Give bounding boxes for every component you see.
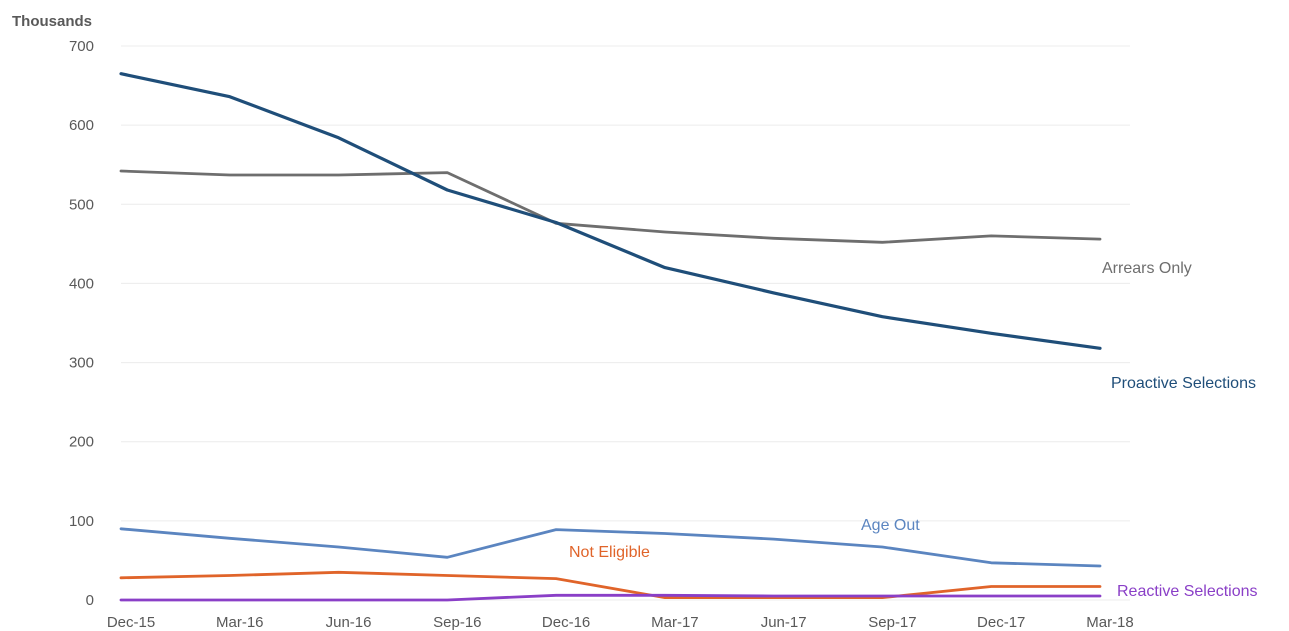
- series-line-not-eligible: [119, 570, 1102, 599]
- series-label-arrears-only: Arrears Only: [1102, 260, 1192, 277]
- series-label-reactive-selections: Reactive Selections: [1117, 583, 1258, 600]
- series-labels: Proactive Selections Arrears Only Age Out N…: [569, 260, 1258, 600]
- series-line-proactive-selections: [119, 72, 1102, 350]
- x-tick-label: Dec-16: [542, 614, 590, 631]
- y-tick-label: 500: [69, 196, 94, 213]
- gridlines: [121, 45, 1130, 601]
- series-line-reactive-selections: [119, 593, 1102, 602]
- series-label-proactive-selections: Proactive Selections: [1111, 375, 1256, 392]
- y-tick-label: 100: [69, 513, 94, 530]
- series-line-age-out: [119, 527, 1102, 568]
- y-tick-label: 700: [69, 38, 94, 55]
- x-tick-label: Mar-16: [216, 614, 264, 631]
- y-axis-ticks: 0 100 200 300 400 500 600 700: [69, 38, 94, 609]
- x-tick-label: Mar-17: [651, 614, 699, 631]
- series-label-not-eligible: Not Eligible: [569, 544, 650, 561]
- x-axis-ticks: Dec-15 Mar-16 Jun-16 Sep-16 Dec-16 Mar-17 Jun-…: [107, 614, 1134, 631]
- y-tick-label: 0: [86, 592, 94, 609]
- series-line-arrears-only: [119, 169, 1102, 244]
- x-tick-label: Sep-16: [433, 614, 481, 631]
- y-tick-label: 300: [69, 355, 94, 372]
- x-tick-label: Jun-16: [326, 614, 372, 631]
- y-axis-title: Thousands: [12, 13, 92, 30]
- x-tick-label: Sep-17: [868, 614, 916, 631]
- x-tick-label: Mar-18: [1086, 614, 1134, 631]
- x-tick-label: Dec-15: [107, 614, 155, 631]
- y-tick-label: 400: [69, 275, 94, 292]
- series-label-age-out: Age Out: [861, 517, 920, 534]
- series-lines: [119, 72, 1102, 602]
- y-tick-label: 600: [69, 117, 94, 134]
- y-tick-label: 200: [69, 434, 94, 451]
- x-tick-label: Jun-17: [761, 614, 807, 631]
- x-tick-label: Dec-17: [977, 614, 1025, 631]
